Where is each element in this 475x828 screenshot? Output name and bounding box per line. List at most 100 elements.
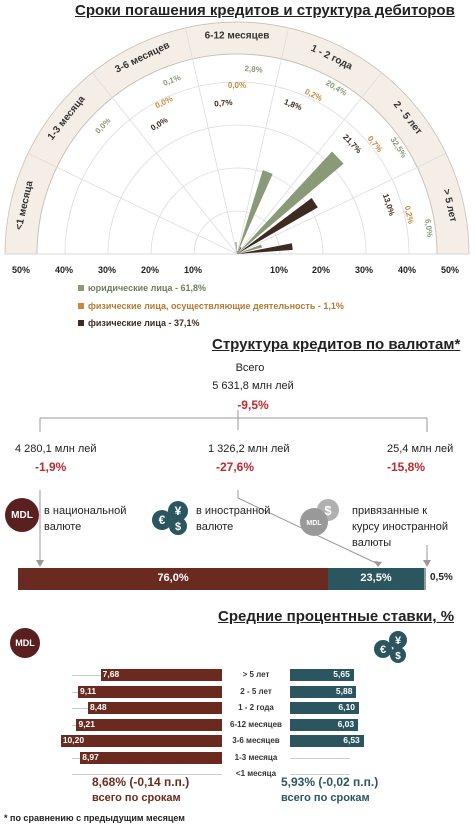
currency-stacked-bar: 76,0% 23,5% (18, 568, 426, 590)
legend-item-individuals: физические лица - 37,1% (78, 318, 200, 328)
radial-value-label: 0,2% (303, 87, 323, 103)
group-pegged-value: 25,4 млн лей (387, 443, 454, 455)
euro-yen-dollar-icon: ¥ € $ (374, 631, 407, 663)
scale-tick: 50% (12, 265, 31, 275)
group-mdl-label: в национальной валюте (44, 505, 127, 533)
footnote: * по сравнению с предыдущим месяцем (4, 813, 185, 823)
group-foreign-value: 1 326,2 млн лей (208, 443, 290, 455)
rate-row-line (290, 774, 350, 775)
rate-bar-foreign: 6,10 (290, 702, 359, 714)
scale-tick: 40% (398, 265, 417, 275)
radial-bar (237, 251, 240, 254)
radial-value-label: 0,0% (154, 94, 174, 110)
radial-value-label: 0,0% (149, 116, 169, 133)
rate-category-label: 6-12 месяцев (230, 719, 282, 729)
radial-bar (237, 151, 344, 254)
scale-tick: 40% (55, 265, 74, 275)
scale-tick: 10% (270, 265, 289, 275)
rate-value-label: 6,03 (337, 718, 355, 729)
rate-bar-foreign: 5,65 (290, 669, 354, 681)
radial-value-label: 0,2% (403, 205, 416, 225)
total-change: -9,5% (237, 398, 269, 412)
group-foreign-change: -27,6% (216, 460, 255, 474)
radial-value-label: 13,0% (381, 193, 397, 217)
pegged-share-label: 0,5% (430, 572, 453, 583)
rate-value-label: 9,21 (78, 718, 96, 729)
rate-bar-mdl: 8,97 (80, 751, 222, 764)
rate-bar-mdl: 10,20 (60, 735, 222, 747)
radial-value-label: 2,8% (244, 64, 263, 75)
radial-value-label: 0,1% (162, 73, 182, 88)
svg-text:€: € (159, 513, 166, 527)
rate-value-label: 6,10 (338, 702, 355, 712)
rate-value-label: 9,11 (80, 685, 97, 696)
legend-swatch (78, 285, 84, 291)
radial-value-label: 1,8% (283, 97, 303, 112)
rate-category-label: <1 месяца (235, 769, 277, 778)
stack-segment-label: 76,0% (157, 572, 189, 584)
rate-category-label: 2 - 5 лет (240, 686, 272, 696)
rate-row-line (72, 774, 222, 775)
group-mdl-value: 4 280,1 млн лей (15, 443, 97, 455)
total-value: 5 631,8 млн лей (212, 380, 294, 392)
rate-value-label: 10,20 (62, 735, 85, 745)
rate-value-label: 5,65 (333, 669, 350, 679)
radial-value-label: 0,7% (366, 134, 384, 154)
summary-left: 8,68% (-0,14 п.п.) (92, 775, 190, 789)
section2-title: Структура кредитов по валютам* (212, 336, 461, 353)
radial-value-label: 21,7% (341, 133, 363, 156)
rate-bar-foreign: 6,03 (290, 718, 359, 731)
rate-bar-mdl: 7,68 (100, 669, 222, 681)
radial-bar (235, 241, 237, 254)
legend-item-legal: юридические лица - 61,8% (78, 283, 206, 293)
svg-text:¥: ¥ (395, 635, 402, 647)
rate-value-label: 5,88 (335, 685, 353, 696)
rate-category-label: > 5 лет (242, 670, 270, 679)
scale-tick: 30% (355, 265, 374, 275)
stack-segment: 76,0% (18, 568, 329, 590)
rate-value-label: 8,97 (82, 751, 99, 762)
svg-text:€: € (380, 644, 386, 656)
radial-bars (235, 151, 344, 254)
rate-value-label: 6,53 (343, 735, 360, 745)
radial-value-label: 0,0% (93, 116, 112, 135)
radial-grid (4, 21, 470, 255)
stack-segment-label: 23,5% (360, 572, 392, 584)
scale-tick: 30% (98, 265, 117, 275)
radial-bar (237, 170, 273, 254)
scale-tick: 50% (441, 265, 460, 275)
radial-value-label: 0,7% (214, 98, 233, 109)
radial-category-label: 6-12 месяцев (205, 31, 270, 42)
radial-bar (237, 244, 262, 254)
group-pegged-change: -15,8% (387, 460, 426, 474)
svg-text:$: $ (324, 503, 332, 518)
tree-lines (36, 410, 431, 567)
legend-swatch (78, 320, 84, 326)
rate-value-label: 7,68 (102, 669, 120, 679)
svg-text:¥: ¥ (175, 504, 182, 518)
rate-category-label: 3-6 месяцев (232, 736, 280, 745)
svg-text:MDL: MDL (306, 520, 322, 527)
radial-value-label: 6,0% (423, 218, 434, 237)
scale-tick: 10% (184, 265, 203, 275)
rate-row-line (290, 757, 350, 759)
radial-bar (237, 247, 242, 254)
scale-tick: 20% (312, 265, 331, 275)
mdl-dollar-grey-icon: $ MDL (300, 499, 339, 536)
radial-value-label: 0,0% (228, 81, 246, 90)
total-label: Всего (235, 362, 265, 374)
stack-segment: 23,5% (328, 568, 424, 590)
svg-text:$: $ (395, 651, 401, 662)
scale-tick: 20% (141, 265, 160, 275)
rate-value-label: 8,48 (90, 702, 107, 712)
legend-item-entrepreneurs: физические лица, осуществляющие деятельн… (78, 301, 344, 311)
svg-text:$: $ (175, 521, 181, 533)
rate-bar-mdl: 9,11 (78, 685, 222, 698)
group-pegged-label: привязанные к курсу иностранной валюты (352, 505, 449, 549)
stack-segment (423, 568, 426, 590)
summary-left-label: всего по срокам (92, 792, 181, 804)
radial-bar (237, 243, 293, 254)
summary-right: 5,93% (-0,02 п.п.) (281, 775, 379, 789)
group-foreign-label: в иностранной валюте (196, 505, 271, 533)
